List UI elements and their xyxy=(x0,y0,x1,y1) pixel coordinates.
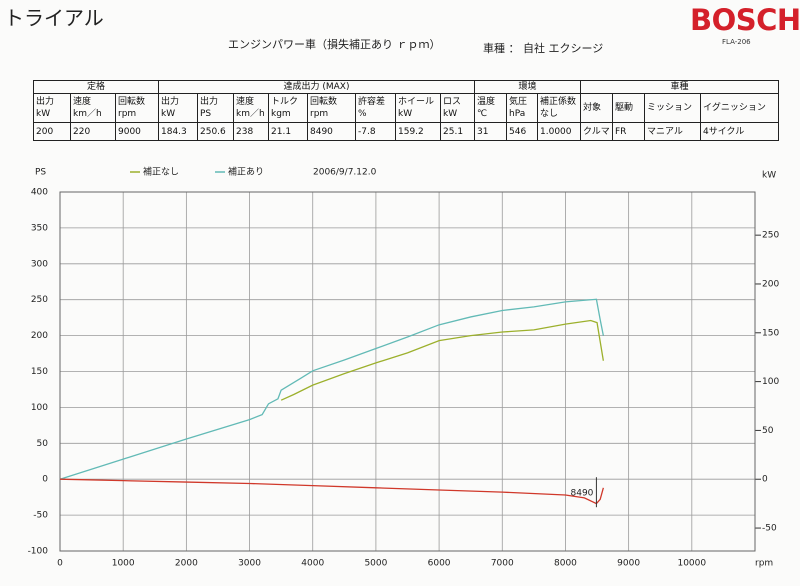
annotation-label: 8490 xyxy=(571,489,594,499)
x-tick-label: 10000 xyxy=(677,559,706,569)
x-tick-label: 2000 xyxy=(175,559,198,569)
legend-label: 補正なし xyxy=(143,166,179,178)
model-label: 車種 ： xyxy=(483,42,520,55)
y-tick-label: 200 xyxy=(31,331,48,341)
x-tick-label: 6000 xyxy=(428,559,451,569)
y-tick-label: 250 xyxy=(31,295,48,305)
legend-label: 補正あり xyxy=(228,166,264,178)
y-tick-label: 300 xyxy=(31,259,48,269)
y-tick-label: 150 xyxy=(31,367,48,377)
column-header: ホイール kW xyxy=(395,93,441,123)
cell: 31 xyxy=(474,122,507,141)
brand-logo: BOSCH xyxy=(690,3,800,37)
series-line xyxy=(59,478,604,505)
column-header: 気圧 hPa xyxy=(506,93,538,123)
y2-tick-label: 50 xyxy=(762,426,774,436)
cell: マニアル xyxy=(644,122,701,141)
cell: 184.3 xyxy=(158,122,198,141)
column-header: トルク kgm xyxy=(268,93,308,123)
series-line xyxy=(59,298,605,480)
cell: FR xyxy=(612,122,645,141)
series-line xyxy=(280,319,605,401)
y-tick-label: 100 xyxy=(31,403,48,413)
column-header: 温度 ℃ xyxy=(474,93,507,123)
y-tick-label: 0 xyxy=(42,475,48,485)
x-tick-label: 9000 xyxy=(617,559,640,569)
cell: 9000 xyxy=(115,122,159,141)
y-tick-label: -100 xyxy=(28,547,49,557)
x-tick-label: 4000 xyxy=(301,559,324,569)
spec-table: 定格 達成出力 (MAX) 環境 車種 出力 kW 速度 km／h 回転数 rpm 出力 kW… xyxy=(33,80,779,141)
x-tick-label: 1000 xyxy=(112,559,135,569)
column-header: 許容差 % xyxy=(355,93,396,123)
page-title: トライアル xyxy=(4,6,104,30)
column-header: ロス kW xyxy=(440,93,475,123)
y-tick-label: 400 xyxy=(31,188,48,198)
chart-date: 2006/9/7.12.0 xyxy=(313,168,377,178)
header-row: 出力 kW 速度 km／h 回転数 rpm 出力 kW 出力 PS 速度 km／h トルク … xyxy=(33,93,779,123)
model-value: 自社 エクシージ xyxy=(523,42,604,55)
column-header: 出力 kW xyxy=(33,93,71,123)
x-axis-title: rpm xyxy=(755,559,773,569)
x-tick-label: 7000 xyxy=(491,559,514,569)
column-header: ミッション xyxy=(644,93,701,123)
group-row: 定格 達成出力 (MAX) 環境 車種 xyxy=(33,80,779,94)
x-tick-label: 3000 xyxy=(238,559,261,569)
y-axis-title: PS xyxy=(35,168,46,178)
y2-tick-label: 0 xyxy=(762,475,768,485)
column-header: イグニッション xyxy=(700,93,779,123)
plot-frame xyxy=(59,191,756,552)
y2-axis-title: kW xyxy=(762,171,776,181)
y-tick-label: -50 xyxy=(33,511,48,521)
cell: 4サイクル xyxy=(700,122,779,141)
y-tick-label: 50 xyxy=(37,439,49,449)
y2-tick-label: -50 xyxy=(762,524,777,534)
subtitle: エンジンパワー車（損失補正あり ｒｐｍ） xyxy=(228,38,441,51)
x-tick-label: 5000 xyxy=(364,559,387,569)
column-header: 回転数 rpm xyxy=(115,93,159,123)
y2-tick-label: 100 xyxy=(762,377,779,387)
cell: 25.1 xyxy=(440,122,475,141)
column-header: 回転数 rpm xyxy=(307,93,356,123)
cell: 21.1 xyxy=(268,122,308,141)
y2-tick-label: 150 xyxy=(762,328,779,338)
value-row: 200 220 9000 184.3 250.6 238 21.1 8490 -7.8 159.2… xyxy=(33,122,779,141)
model: 車種 ： 自社 エクシージ xyxy=(483,40,603,56)
y2-tick-label: 250 xyxy=(762,231,779,241)
cell: 200 xyxy=(33,122,71,141)
cell: 159.2 xyxy=(395,122,441,141)
y-tick-label: 350 xyxy=(31,223,48,233)
sheet-code: FLA-206 xyxy=(722,38,751,46)
x-tick-label: 0 xyxy=(57,559,63,569)
x-tick-label: 8000 xyxy=(554,559,577,569)
y2-tick-label: 200 xyxy=(762,279,779,289)
column-header: 補正係数 なし xyxy=(537,93,581,123)
